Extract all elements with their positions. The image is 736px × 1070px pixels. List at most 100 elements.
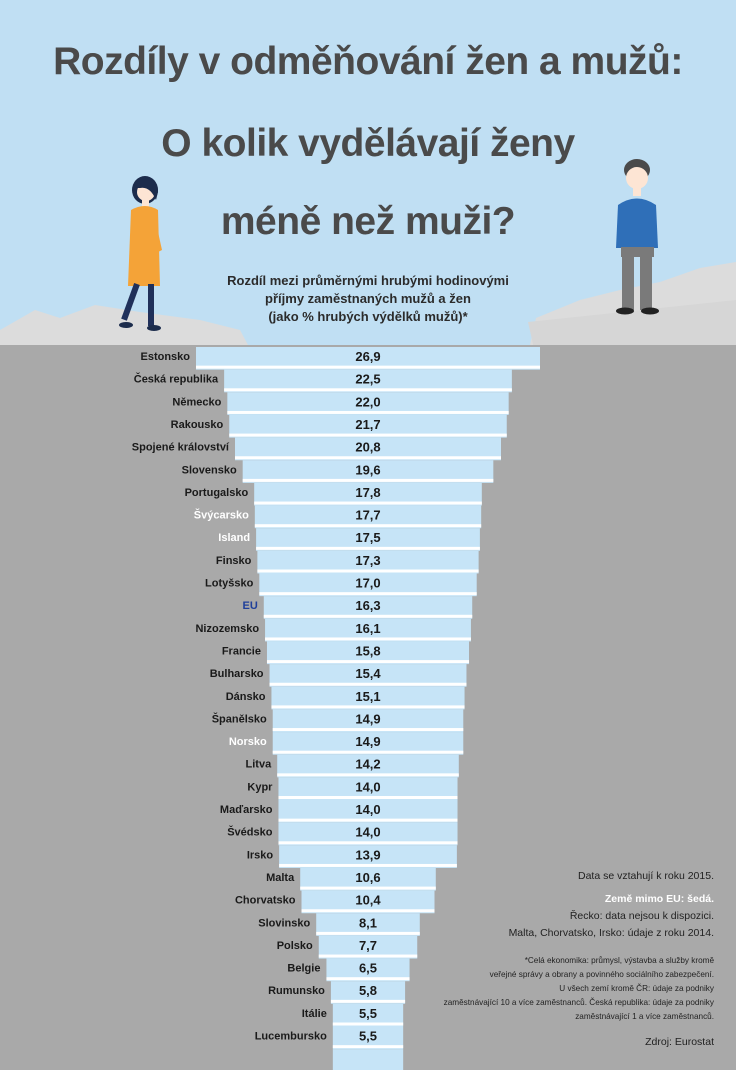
value-label-23: 10,6 — [355, 870, 380, 885]
bar-separator-3 — [229, 433, 507, 437]
footnote-line-3: U všech zemí kromě ČR: údaje za podniky — [559, 984, 714, 993]
woman-figure — [119, 176, 162, 331]
country-label-15: Dánsko — [226, 691, 266, 703]
value-label-2: 22,0 — [355, 394, 380, 409]
bars-group — [196, 347, 540, 1070]
bar-separator-19 — [278, 796, 458, 799]
bar-separator-24 — [301, 909, 435, 913]
bar-separator-10 — [259, 592, 477, 596]
bar-17 — [272, 732, 464, 755]
bar-separator-7 — [254, 524, 482, 528]
value-label-8: 17,5 — [355, 530, 380, 545]
country-label-13: Francie — [222, 645, 261, 657]
bar-19 — [278, 777, 458, 800]
bar-separator-11 — [263, 614, 473, 618]
bar-separator-0 — [196, 365, 540, 369]
value-label-13: 15,8 — [355, 643, 380, 658]
bar-29 — [332, 1003, 404, 1027]
value-label-14: 15,4 — [355, 666, 381, 681]
bar-separator-25 — [316, 931, 420, 935]
bar-separator-22 — [279, 863, 457, 867]
bar-27 — [326, 958, 410, 982]
value-label-21: 14,0 — [355, 825, 380, 840]
bar-separator-23 — [300, 886, 436, 890]
country-label-22: Irsko — [247, 849, 274, 861]
value-labels-group: 26,9 22,5 22,0 21,7 20,8 19,6 17,8 17,7 17,5 17,3… — [355, 349, 381, 1044]
value-label-25: 8,1 — [359, 915, 377, 930]
country-label-20: Maďarsko — [220, 804, 273, 816]
value-label-28: 5,8 — [359, 983, 377, 998]
bar-separator-16 — [272, 728, 464, 732]
bar-separator-21 — [278, 841, 458, 845]
value-label-9: 17,3 — [355, 553, 380, 568]
bar-8 — [256, 528, 480, 551]
country-label-28: Rumunsko — [268, 985, 325, 997]
value-label-20: 14,0 — [355, 802, 380, 817]
bar-20 — [278, 800, 458, 823]
country-label-1: Česká republika — [134, 373, 219, 386]
bar-15 — [271, 686, 465, 710]
bar-separator-2 — [227, 410, 509, 414]
country-label-12: Nizozemsko — [195, 623, 259, 635]
note-non-eu: Země mimo EU: šedá. — [444, 891, 714, 908]
value-label-7: 17,7 — [355, 508, 380, 523]
bar-separator-6 — [254, 501, 482, 505]
sky-background — [0, 0, 736, 345]
bar-separator-4 — [235, 456, 501, 460]
bar-separator-9 — [257, 569, 479, 573]
bar-6 — [254, 482, 482, 506]
country-label-6: Portugalsko — [185, 487, 249, 499]
bar-13 — [266, 641, 470, 665]
title-line-2: O kolik vydělávají ženy — [161, 122, 575, 165]
bar-23 — [300, 867, 436, 891]
bar-separator-8 — [256, 546, 480, 550]
bar-separator-5 — [242, 478, 494, 482]
bar-separator-14 — [269, 682, 467, 686]
bar-separator-13 — [266, 660, 470, 664]
value-label-12: 16,1 — [355, 621, 380, 636]
title-line-1: Rozdíly v odměňování žen a mužů: — [53, 40, 683, 83]
country-label-23: Malta — [266, 872, 295, 884]
bar-11 — [263, 596, 473, 619]
bar-1 — [224, 369, 512, 393]
country-label-26: Polsko — [277, 940, 313, 952]
country-label-29: Itálie — [302, 1008, 327, 1020]
value-label-22: 13,9 — [355, 847, 380, 862]
value-label-11: 16,3 — [355, 598, 380, 613]
footnote-line-5: zaměstnávající 1 a více zaměstnanců. — [575, 1012, 714, 1021]
country-label-4: Spojené království — [132, 442, 230, 454]
value-label-3: 21,7 — [355, 417, 380, 432]
country-label-3: Rakousko — [171, 419, 224, 431]
subtitle-line-1: Rozdíl mezi průměrnými hrubými hodinovým… — [227, 273, 509, 288]
country-label-21: Švédsko — [227, 826, 273, 839]
bar-7 — [254, 505, 482, 529]
country-label-2: Německo — [172, 396, 221, 408]
value-label-16: 14,9 — [355, 711, 380, 726]
value-label-17: 14,9 — [355, 734, 380, 749]
bar-separator-26 — [318, 954, 418, 958]
country-label-14: Bulharsko — [210, 668, 264, 680]
notes-block: Data se vztahují k roku 2015. Země mimo … — [444, 868, 714, 1051]
country-label-11: EU — [242, 600, 257, 612]
value-label-24: 10,4 — [355, 893, 381, 908]
value-label-27: 6,5 — [359, 961, 377, 976]
bar-4 — [235, 437, 501, 461]
bar-separator-18 — [277, 773, 459, 777]
bar-28 — [330, 981, 406, 1004]
country-label-25: Slovinsko — [258, 917, 310, 929]
value-label-1: 22,5 — [355, 372, 380, 387]
country-label-10: Lotyšsko — [205, 578, 254, 590]
chart-subtitle: Rozdíl mezi průměrnými hrubými hodinovým… — [190, 272, 546, 326]
bar-16 — [272, 709, 464, 733]
bar-22 — [279, 845, 457, 868]
bar-9 — [257, 550, 479, 574]
bar-14 — [269, 664, 467, 687]
country-label-30: Lucembursko — [255, 1031, 327, 1043]
note-non-eu-text: Země mimo EU: šedá. — [604, 893, 714, 905]
bar-12 — [265, 618, 471, 642]
country-label-7: Švýcarsko — [194, 509, 249, 522]
country-label-27: Belgie — [287, 963, 320, 975]
bar-30 — [332, 1026, 404, 1050]
